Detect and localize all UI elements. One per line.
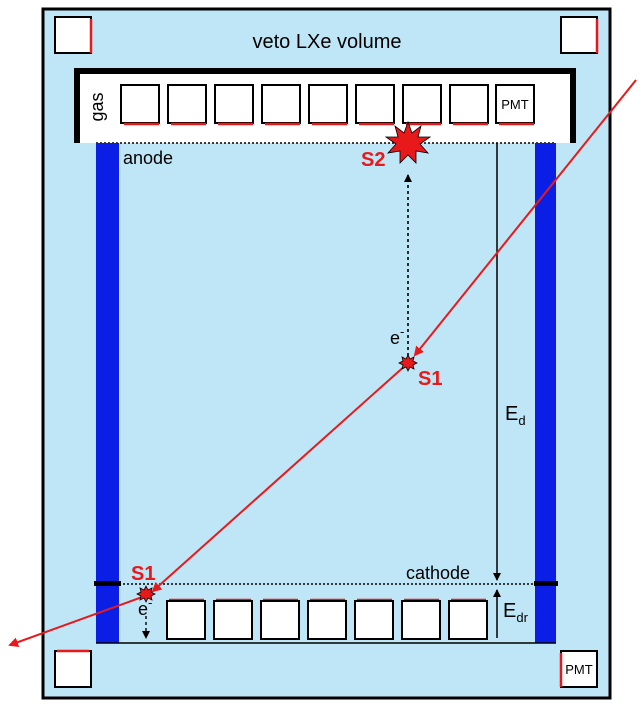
pmt-label-corner: PMT xyxy=(565,662,593,677)
veto-label: veto LXe volume xyxy=(253,31,402,53)
bottom-pmt xyxy=(307,600,347,640)
s2-flash-icon xyxy=(384,120,432,164)
top-pmt xyxy=(402,84,442,124)
top-pmt xyxy=(167,84,207,124)
top-pmt xyxy=(308,84,348,124)
bottom-pmt xyxy=(354,600,394,640)
field-cage-left xyxy=(96,143,119,643)
corner-pmt-top-right xyxy=(560,16,599,54)
field-cage-right xyxy=(535,143,556,643)
top-pmt xyxy=(214,84,254,124)
bottom-pmt xyxy=(401,600,441,640)
cathode-label: cathode xyxy=(406,563,470,583)
s1-flash-icon-top xyxy=(398,354,418,372)
bottom-pmt-array xyxy=(166,598,488,640)
corner-pmt-top-left xyxy=(54,16,93,54)
corner-pmt-bottom-right: PMT xyxy=(559,650,598,688)
s2-label: S2 xyxy=(361,149,385,171)
bottom-pmt xyxy=(260,600,300,640)
s1-flash-icon-bottom xyxy=(136,585,156,603)
gas-label: gas xyxy=(87,92,107,121)
top-pmt xyxy=(355,84,395,124)
particle-track-out xyxy=(8,595,146,647)
pmt-label-top: PMT xyxy=(501,97,529,112)
electron-label-bottom: e- xyxy=(138,595,152,619)
particle-track-in xyxy=(413,79,637,357)
top-pmt xyxy=(449,84,489,124)
bottom-pmt xyxy=(166,600,206,640)
top-pmt xyxy=(261,84,301,124)
anode-label: anode xyxy=(123,148,173,168)
s1-label-bottom: S1 xyxy=(131,563,155,585)
cathode-ring-right xyxy=(534,581,558,586)
top-pmt-array: PMT xyxy=(120,84,535,126)
drift-field-label: Ed xyxy=(505,403,526,428)
bottom-pmt xyxy=(448,600,488,640)
corner-pmt-bottom-left xyxy=(54,649,92,688)
tpc-inner xyxy=(96,143,556,643)
electron-label-top: e- xyxy=(390,324,404,348)
top-pmt-labeled xyxy=(495,84,535,124)
bottom-pmt xyxy=(213,600,253,640)
particle-track-mid xyxy=(151,363,408,593)
cathode-ring-left xyxy=(94,581,121,586)
bottom-field-label: Edr xyxy=(503,600,529,625)
s1-label-top: S1 xyxy=(418,368,442,390)
top-pmt xyxy=(120,84,160,124)
